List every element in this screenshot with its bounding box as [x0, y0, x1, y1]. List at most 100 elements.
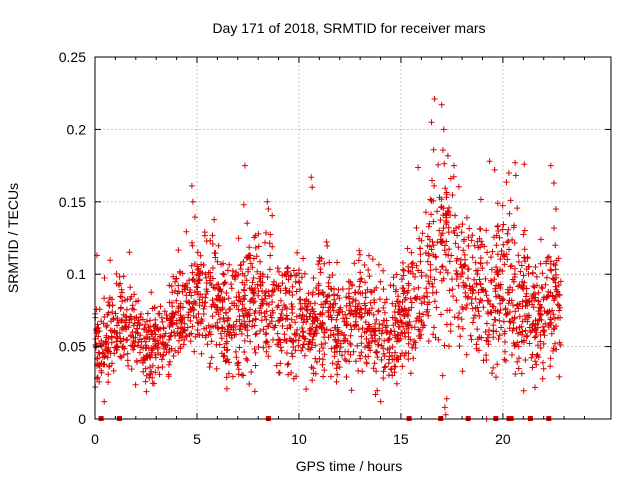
- data-point: [198, 350, 205, 357]
- data-point: [152, 351, 159, 358]
- data-point: [351, 289, 358, 296]
- data-point: [512, 371, 519, 377]
- data-point: [521, 254, 527, 261]
- data-point: [524, 318, 531, 325]
- data-point: [523, 333, 530, 340]
- data-point: [143, 372, 150, 379]
- data-point: [304, 316, 311, 323]
- data-point: [266, 266, 273, 273]
- data-point: [154, 346, 161, 352]
- data-point: [251, 388, 258, 395]
- data-point: [468, 336, 475, 343]
- data-point: [213, 341, 220, 348]
- data-point: [365, 325, 372, 332]
- data-point: [241, 296, 248, 303]
- data-point: [531, 334, 538, 341]
- data-point: [166, 361, 172, 368]
- data-point: [235, 235, 242, 242]
- data-point: [378, 330, 385, 337]
- data-point: [221, 280, 228, 286]
- data-point: [293, 330, 300, 337]
- data-point: [256, 310, 263, 316]
- data-point: [511, 265, 518, 272]
- data-point: [231, 273, 238, 280]
- data-point: [269, 299, 276, 306]
- data-point: [371, 360, 378, 367]
- data-point: [185, 311, 192, 318]
- data-point: [251, 322, 258, 329]
- data-point: [172, 278, 179, 285]
- data-point: [381, 337, 388, 344]
- data-point: [211, 216, 218, 223]
- data-point: [164, 315, 171, 322]
- data-point: [553, 274, 559, 281]
- data-point: [110, 316, 117, 323]
- data-point: [356, 300, 362, 307]
- data-point: [321, 260, 328, 267]
- data-point: [149, 374, 156, 381]
- data-point: [294, 326, 301, 333]
- data-point: [532, 333, 539, 340]
- data-point: [439, 264, 445, 270]
- data-point: [214, 258, 221, 265]
- data-point: [159, 356, 165, 363]
- data-point: [357, 269, 364, 276]
- data-point: [363, 336, 370, 342]
- data-point: [367, 288, 374, 295]
- data-point: [298, 315, 305, 322]
- data-point: [191, 278, 198, 285]
- data-point: [251, 290, 258, 297]
- data-point: [480, 357, 487, 364]
- data-point: [434, 208, 441, 215]
- data-point: [399, 363, 406, 370]
- data-point: [236, 326, 243, 333]
- data-point: [435, 336, 442, 343]
- data-point: [208, 354, 215, 361]
- data-point: [425, 312, 432, 319]
- data-point: [303, 386, 310, 393]
- data-point: [424, 258, 431, 265]
- data-point: [547, 289, 554, 296]
- data-point: [348, 326, 355, 333]
- data-point: [289, 283, 296, 290]
- data-point: [217, 330, 224, 337]
- data-point: [252, 349, 259, 356]
- data-point: [515, 365, 522, 372]
- data-point: [336, 364, 343, 371]
- data-point: [362, 279, 368, 286]
- data-point: [411, 286, 418, 292]
- data-point: [230, 327, 237, 333]
- data-point: [319, 361, 326, 368]
- data-point: [209, 241, 216, 247]
- data-point: [506, 246, 512, 253]
- data-point: [155, 340, 162, 347]
- data-point: [144, 318, 150, 325]
- data-point: [424, 233, 431, 240]
- data-point: [429, 177, 435, 184]
- data-point: [189, 269, 196, 276]
- data-point: [430, 146, 437, 153]
- grid: [95, 57, 611, 419]
- data-point: [244, 220, 251, 227]
- data-point: [196, 296, 203, 303]
- data-point: [490, 322, 497, 329]
- data-point: [480, 304, 487, 311]
- data-point: [517, 268, 524, 275]
- data-point: [224, 338, 230, 345]
- data-point: [538, 304, 545, 310]
- data-point: [266, 293, 273, 300]
- data-point: [328, 373, 334, 380]
- data-point: [180, 304, 186, 311]
- data-point: [309, 320, 316, 327]
- data-point: [269, 212, 276, 219]
- data-point: [243, 254, 250, 261]
- data-point: [197, 252, 204, 259]
- data-point: [488, 266, 495, 273]
- data-point: [526, 340, 533, 347]
- data-point: [518, 262, 525, 269]
- data-point: [264, 198, 271, 205]
- data-point: [220, 281, 227, 288]
- data-point: [440, 147, 446, 154]
- data-point: [196, 302, 203, 309]
- data-point: [408, 304, 415, 311]
